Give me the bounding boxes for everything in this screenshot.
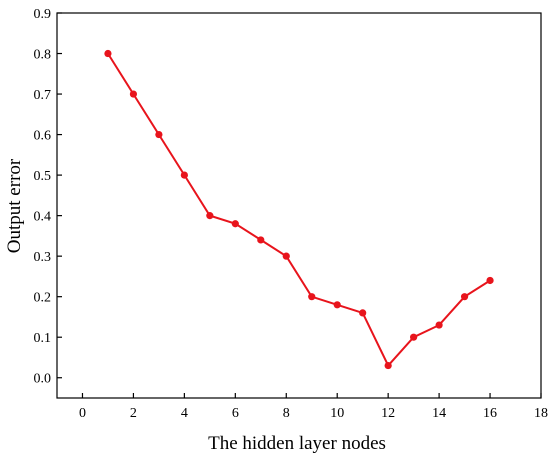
x-tick-label: 16 <box>483 406 497 421</box>
y-axis: 0.0 0.1 0.2 0.3 0.4 0.5 0.6 0.7 0.8 0.9 <box>34 7 62 387</box>
x-tick-label: 2 <box>130 406 137 421</box>
y-tick-label: 0.7 <box>34 88 52 103</box>
data-point <box>384 361 392 370</box>
data-point <box>460 293 469 301</box>
y-tick-label: 0.6 <box>34 129 52 144</box>
data-point <box>257 236 265 244</box>
x-axis-title: The hidden layer nodes <box>208 433 386 454</box>
plot-frame <box>56 12 542 399</box>
y-tick-label: 0.1 <box>34 331 52 346</box>
x-tick-label: 10 <box>330 406 344 421</box>
y-tick-label: 0.0 <box>34 372 52 387</box>
x-tick-label: 8 <box>283 406 290 421</box>
y-tick-label: 0.4 <box>34 210 52 225</box>
data-point <box>155 130 163 139</box>
y-tick-label: 0.3 <box>34 250 52 265</box>
data-point <box>180 171 188 179</box>
data-point <box>333 301 341 309</box>
data-point <box>206 212 214 220</box>
data-point <box>410 333 418 341</box>
y-axis-title: Output error <box>4 158 25 253</box>
data-point <box>435 321 443 329</box>
data-point <box>104 49 112 58</box>
data-point <box>359 309 367 317</box>
data-point <box>282 252 290 260</box>
series-line <box>107 52 491 368</box>
x-tick-label: 14 <box>432 406 446 421</box>
x-tick-label: 4 <box>181 406 188 421</box>
data-point <box>308 293 316 301</box>
x-axis: 0 2 4 6 8 10 12 14 16 18 <box>79 393 548 421</box>
series-markers <box>104 49 494 370</box>
x-tick-label: 6 <box>232 406 239 421</box>
x-tick-label: 0 <box>79 406 86 421</box>
data-point <box>129 90 138 98</box>
data-point <box>486 276 494 285</box>
y-tick-label: 0.2 <box>34 291 52 306</box>
y-tick-label: 0.9 <box>34 7 52 22</box>
data-point <box>231 220 239 228</box>
x-tick-label: 18 <box>534 406 548 421</box>
y-tick-label: 0.8 <box>34 48 52 63</box>
x-tick-label: 12 <box>381 406 395 421</box>
y-tick-label: 0.5 <box>34 169 52 184</box>
